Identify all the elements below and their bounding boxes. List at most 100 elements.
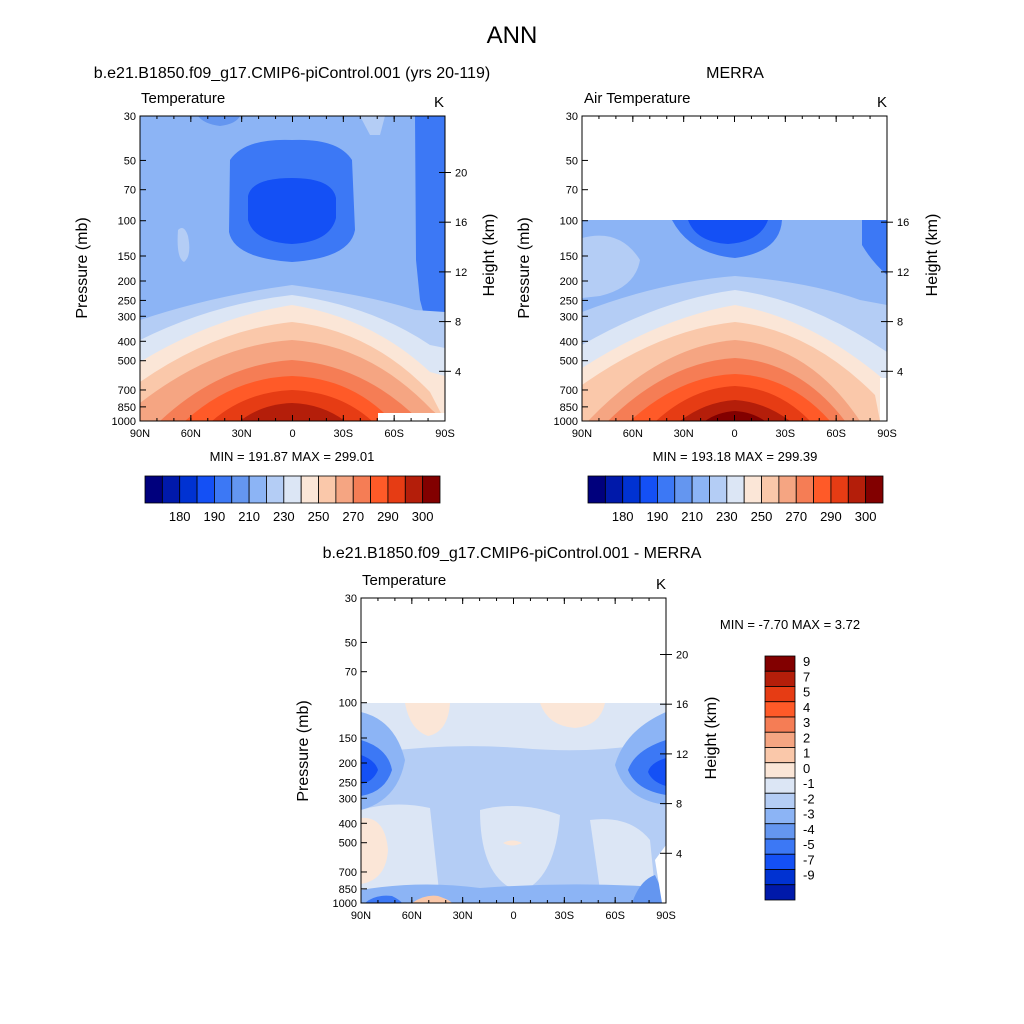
- y-tick-label: 700: [560, 385, 578, 397]
- right-tick-label: 4: [676, 848, 682, 860]
- y-tick-label: 1000: [333, 898, 357, 910]
- colorbar-swatch: [266, 475, 285, 504]
- x-tick-label: 60S: [605, 910, 625, 922]
- contour-top-light-blip: [360, 116, 385, 135]
- contour-surface-cold-right: [632, 875, 666, 903]
- y-tick-label: 100: [118, 216, 136, 228]
- y-tick-label: 150: [560, 251, 578, 263]
- contour-right-core: [648, 758, 666, 786]
- colorbar-swatch: [764, 808, 796, 825]
- x-tick-label: 30S: [334, 428, 354, 440]
- colorbar-swatch: [764, 823, 796, 840]
- right-tick-label: 4: [455, 366, 461, 378]
- colorbar-swatch: [764, 716, 796, 733]
- colorbar-label: 250: [751, 509, 773, 524]
- x-tick-label: 30S: [555, 910, 575, 922]
- right-tick-label: 12: [455, 267, 467, 279]
- x-tick-label: 90S: [435, 428, 455, 440]
- y-tick-label: 1000: [112, 416, 136, 428]
- colorbar-label: 180: [169, 509, 191, 524]
- colorbar-swatch: [743, 475, 762, 504]
- y-tick-label: 850: [339, 884, 357, 896]
- y-tick-label: 300: [118, 311, 136, 323]
- colorbar-swatch: [764, 869, 796, 886]
- x-tick-label: 0: [510, 910, 516, 922]
- right-tick-label: 16: [455, 217, 467, 229]
- y-tick-label: 500: [339, 838, 357, 850]
- contour-top-blip: [198, 116, 240, 126]
- colorbar-swatch: [587, 475, 606, 504]
- panel-diff-ylabel-right: Height (km): [703, 697, 720, 780]
- colorbar-swatch: [813, 475, 832, 504]
- contour-center-warm: [503, 840, 522, 846]
- colorbar-swatch: [639, 475, 658, 504]
- colorbar-swatch: [144, 475, 163, 504]
- x-tick-label: 30N: [453, 910, 473, 922]
- y-tick-label: 30: [124, 111, 136, 123]
- panel-obs: MERRA Air Temperature K 90N 60N 30N 0 30S 60S…: [516, 65, 941, 524]
- figure-title: ANN: [487, 22, 538, 49]
- panel-obs-ylabel: Pressure (mb): [516, 217, 533, 318]
- colorbar-label: 270: [342, 509, 364, 524]
- colorbar-swatch: [778, 475, 797, 504]
- panel-model-units: K: [434, 94, 444, 111]
- right-tick-label: 20: [455, 167, 467, 179]
- colorbar-swatch: [764, 838, 796, 855]
- x-tick-label: 60S: [384, 428, 404, 440]
- colorbar-swatch: [709, 475, 728, 504]
- y-tick-label: 700: [118, 385, 136, 397]
- contour-surface-mask: [880, 378, 887, 421]
- colorbar-label: 300: [855, 509, 877, 524]
- colorbar-label: -2: [803, 791, 815, 806]
- panel-obs-stats: MIN = 193.18 MAX = 299.39: [653, 449, 818, 464]
- x-tick-label: 90N: [572, 428, 592, 440]
- y-tick-label: 70: [566, 185, 578, 197]
- panel-model-stats: MIN = 191.87 MAX = 299.01: [210, 449, 375, 464]
- y-tick-label: 1000: [554, 416, 578, 428]
- colorbar-label: 300: [412, 509, 434, 524]
- contour-surface-warm: [412, 895, 452, 903]
- contour-left-core: [361, 755, 378, 784]
- panel-obs-colorbar: 180 190 210 230 250 270 290 300: [587, 475, 884, 524]
- colorbar-swatch: [214, 475, 233, 504]
- panel-model-ylabel-right: Height (km): [481, 214, 498, 297]
- panel-obs-title: MERRA: [706, 65, 764, 82]
- colorbar-label: 270: [785, 509, 807, 524]
- right-tick-label: 16: [676, 699, 688, 711]
- y-tick-label: 200: [118, 276, 136, 288]
- colorbar-label: 230: [716, 509, 738, 524]
- contour-band-9: [680, 400, 790, 421]
- y-tick-label: 400: [339, 818, 357, 830]
- right-tick-label: 20: [676, 649, 688, 661]
- colorbar-label: -1: [803, 776, 815, 791]
- colorbar-swatch: [283, 475, 302, 504]
- colorbar-swatch: [764, 686, 796, 703]
- colorbar-swatch: [161, 475, 181, 504]
- x-tick-label: 0: [289, 428, 295, 440]
- panel-model-field: [140, 116, 445, 421]
- colorbar-label: -5: [803, 837, 815, 852]
- colorbar-swatch: [764, 731, 796, 748]
- panel-model-axes: 90N 60N 30N 0 30S 60S 90S 30 50 70 100 150 200 250 300…: [112, 111, 468, 440]
- panel-diff-variable: Temperature: [362, 572, 446, 589]
- panel-diff-field: [361, 703, 666, 903]
- colorbar-label: 3: [803, 715, 810, 730]
- panel-obs-axes: 90N 60N 30N 0 30S 60S 90S 30 50 70 100 150 200 250 300…: [554, 111, 910, 440]
- colorbar-swatch: [674, 475, 693, 504]
- y-tick-label: 850: [118, 402, 136, 414]
- panel-obs-units: K: [877, 94, 887, 111]
- y-tick-label: 250: [560, 295, 578, 307]
- y-tick-label: 100: [339, 698, 357, 710]
- colorbar-label: 290: [377, 509, 399, 524]
- y-tick-label: 400: [560, 336, 578, 348]
- colorbar-label: 1: [803, 746, 810, 761]
- colorbar-swatch: [352, 475, 371, 504]
- contour-surface-cold-core: [365, 895, 402, 903]
- y-tick-label: 500: [560, 356, 578, 368]
- colorbar-label: 250: [308, 509, 330, 524]
- contour-mid-near-zero-3: [590, 819, 655, 890]
- colorbar-label: 190: [647, 509, 669, 524]
- right-tick-label: 16: [897, 217, 909, 229]
